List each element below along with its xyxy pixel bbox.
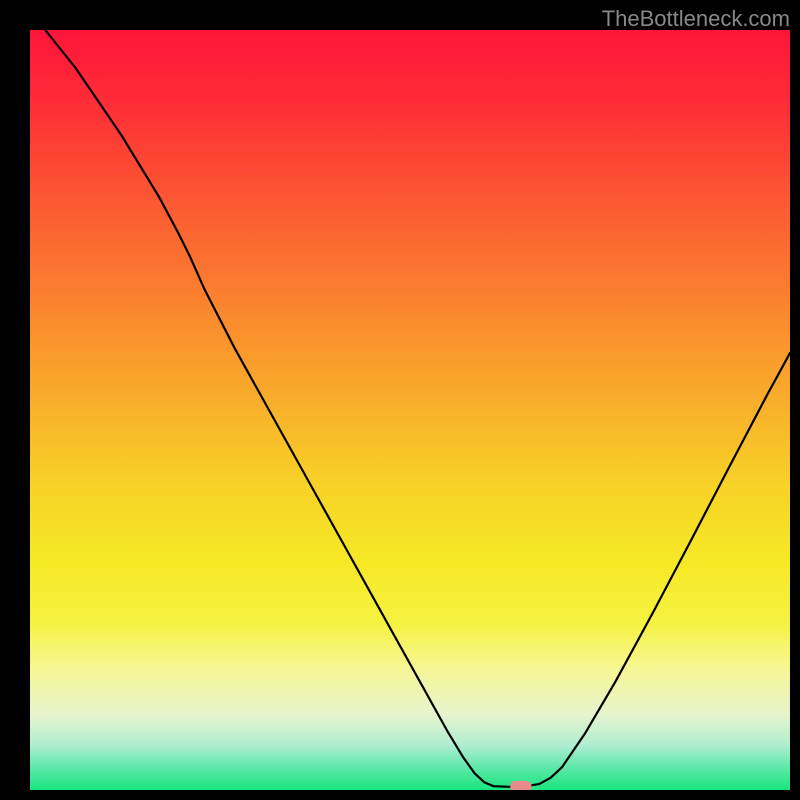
optimal-marker: [510, 781, 531, 790]
plot-background: [30, 30, 790, 790]
watermark-text: TheBottleneck.com: [602, 6, 790, 32]
bottleneck-chart: [30, 30, 790, 790]
